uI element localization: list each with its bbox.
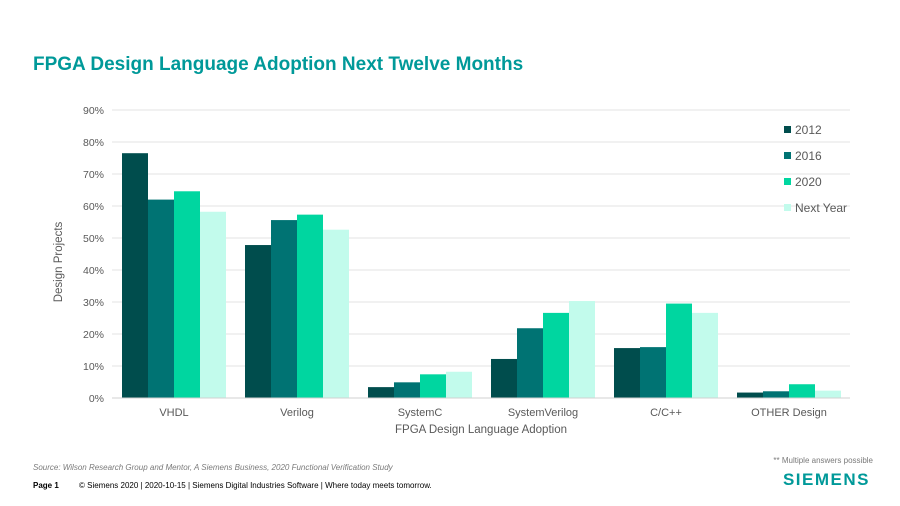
- footer: Page 1 © Siemens 2020 | 2020-10-15 | Sie…: [33, 481, 432, 490]
- bar: [569, 301, 595, 398]
- legend: 2012 2016 2020 Next Year: [784, 123, 847, 215]
- y-tick-label: 60%: [83, 201, 104, 213]
- bar: [245, 245, 271, 398]
- bar: [789, 384, 815, 398]
- legend-label: Next Year: [795, 201, 847, 215]
- x-tick-label: Verilog: [280, 407, 314, 419]
- bar: [517, 328, 543, 398]
- y-tick-label: 80%: [83, 137, 104, 149]
- y-tick-label: 90%: [83, 105, 104, 117]
- bar: [174, 191, 200, 398]
- page-title: FPGA Design Language Adoption Next Twelv…: [33, 54, 524, 75]
- x-axis-ticks: VHDL Verilog SystemC SystemVerilog C/C++ OTHE…: [159, 407, 827, 419]
- y-axis-label: Design Projects: [53, 221, 65, 302]
- bar: [148, 199, 174, 398]
- bar: [368, 387, 394, 398]
- legend-label: 2012: [795, 123, 822, 137]
- x-tick-label: OTHER Design: [751, 407, 827, 419]
- bar: [200, 211, 226, 398]
- bar: [297, 214, 323, 398]
- y-tick-label: 20%: [83, 329, 104, 341]
- bar: [122, 153, 148, 398]
- bar: [271, 220, 297, 398]
- x-axis-label: FPGA Design Language Adoption: [395, 424, 567, 436]
- x-tick-label: SystemVerilog: [508, 407, 578, 419]
- footer-text: © Siemens 2020 | 2020-10-15 | Siemens Di…: [79, 481, 432, 490]
- bar: [543, 312, 569, 398]
- multiple-answers-note: ** Multiple answers possible: [773, 456, 873, 465]
- bar: [815, 390, 841, 398]
- bar: [446, 371, 472, 398]
- y-tick-label: 70%: [83, 169, 104, 181]
- y-axis-ticks: 0% 10% 20% 30% 40% 50% 60% 70% 80% 90%: [83, 105, 104, 405]
- y-tick-label: 0%: [89, 393, 104, 405]
- page-number: Page 1: [33, 481, 59, 490]
- bar: [491, 358, 517, 398]
- legend-swatch: [784, 178, 791, 185]
- x-tick-label: SystemC: [398, 407, 443, 419]
- gridlines: [112, 109, 850, 367]
- y-tick-label: 30%: [83, 297, 104, 309]
- legend-label: 2016: [795, 149, 822, 163]
- bar: [394, 382, 420, 398]
- legend-swatch: [784, 126, 791, 133]
- legend-swatch: [784, 204, 791, 211]
- bar: [666, 303, 692, 398]
- source-note: Source: Wilson Research Group and Mentor…: [33, 463, 393, 472]
- y-tick-label: 10%: [83, 361, 104, 373]
- y-tick-label: 50%: [83, 233, 104, 245]
- x-tick-label: C/C++: [650, 407, 682, 419]
- y-tick-label: 40%: [83, 265, 104, 277]
- legend-swatch: [784, 152, 791, 159]
- bar: [614, 348, 640, 398]
- bar: [323, 229, 349, 398]
- x-tick-label: VHDL: [159, 407, 188, 419]
- bar: [763, 391, 789, 398]
- bar: [420, 374, 446, 398]
- bar: [640, 347, 666, 398]
- legend-label: 2020: [795, 175, 822, 189]
- bars: [122, 153, 841, 398]
- siemens-logo: SIEMENS: [782, 470, 870, 489]
- bar: [737, 392, 763, 398]
- bar: [692, 312, 718, 398]
